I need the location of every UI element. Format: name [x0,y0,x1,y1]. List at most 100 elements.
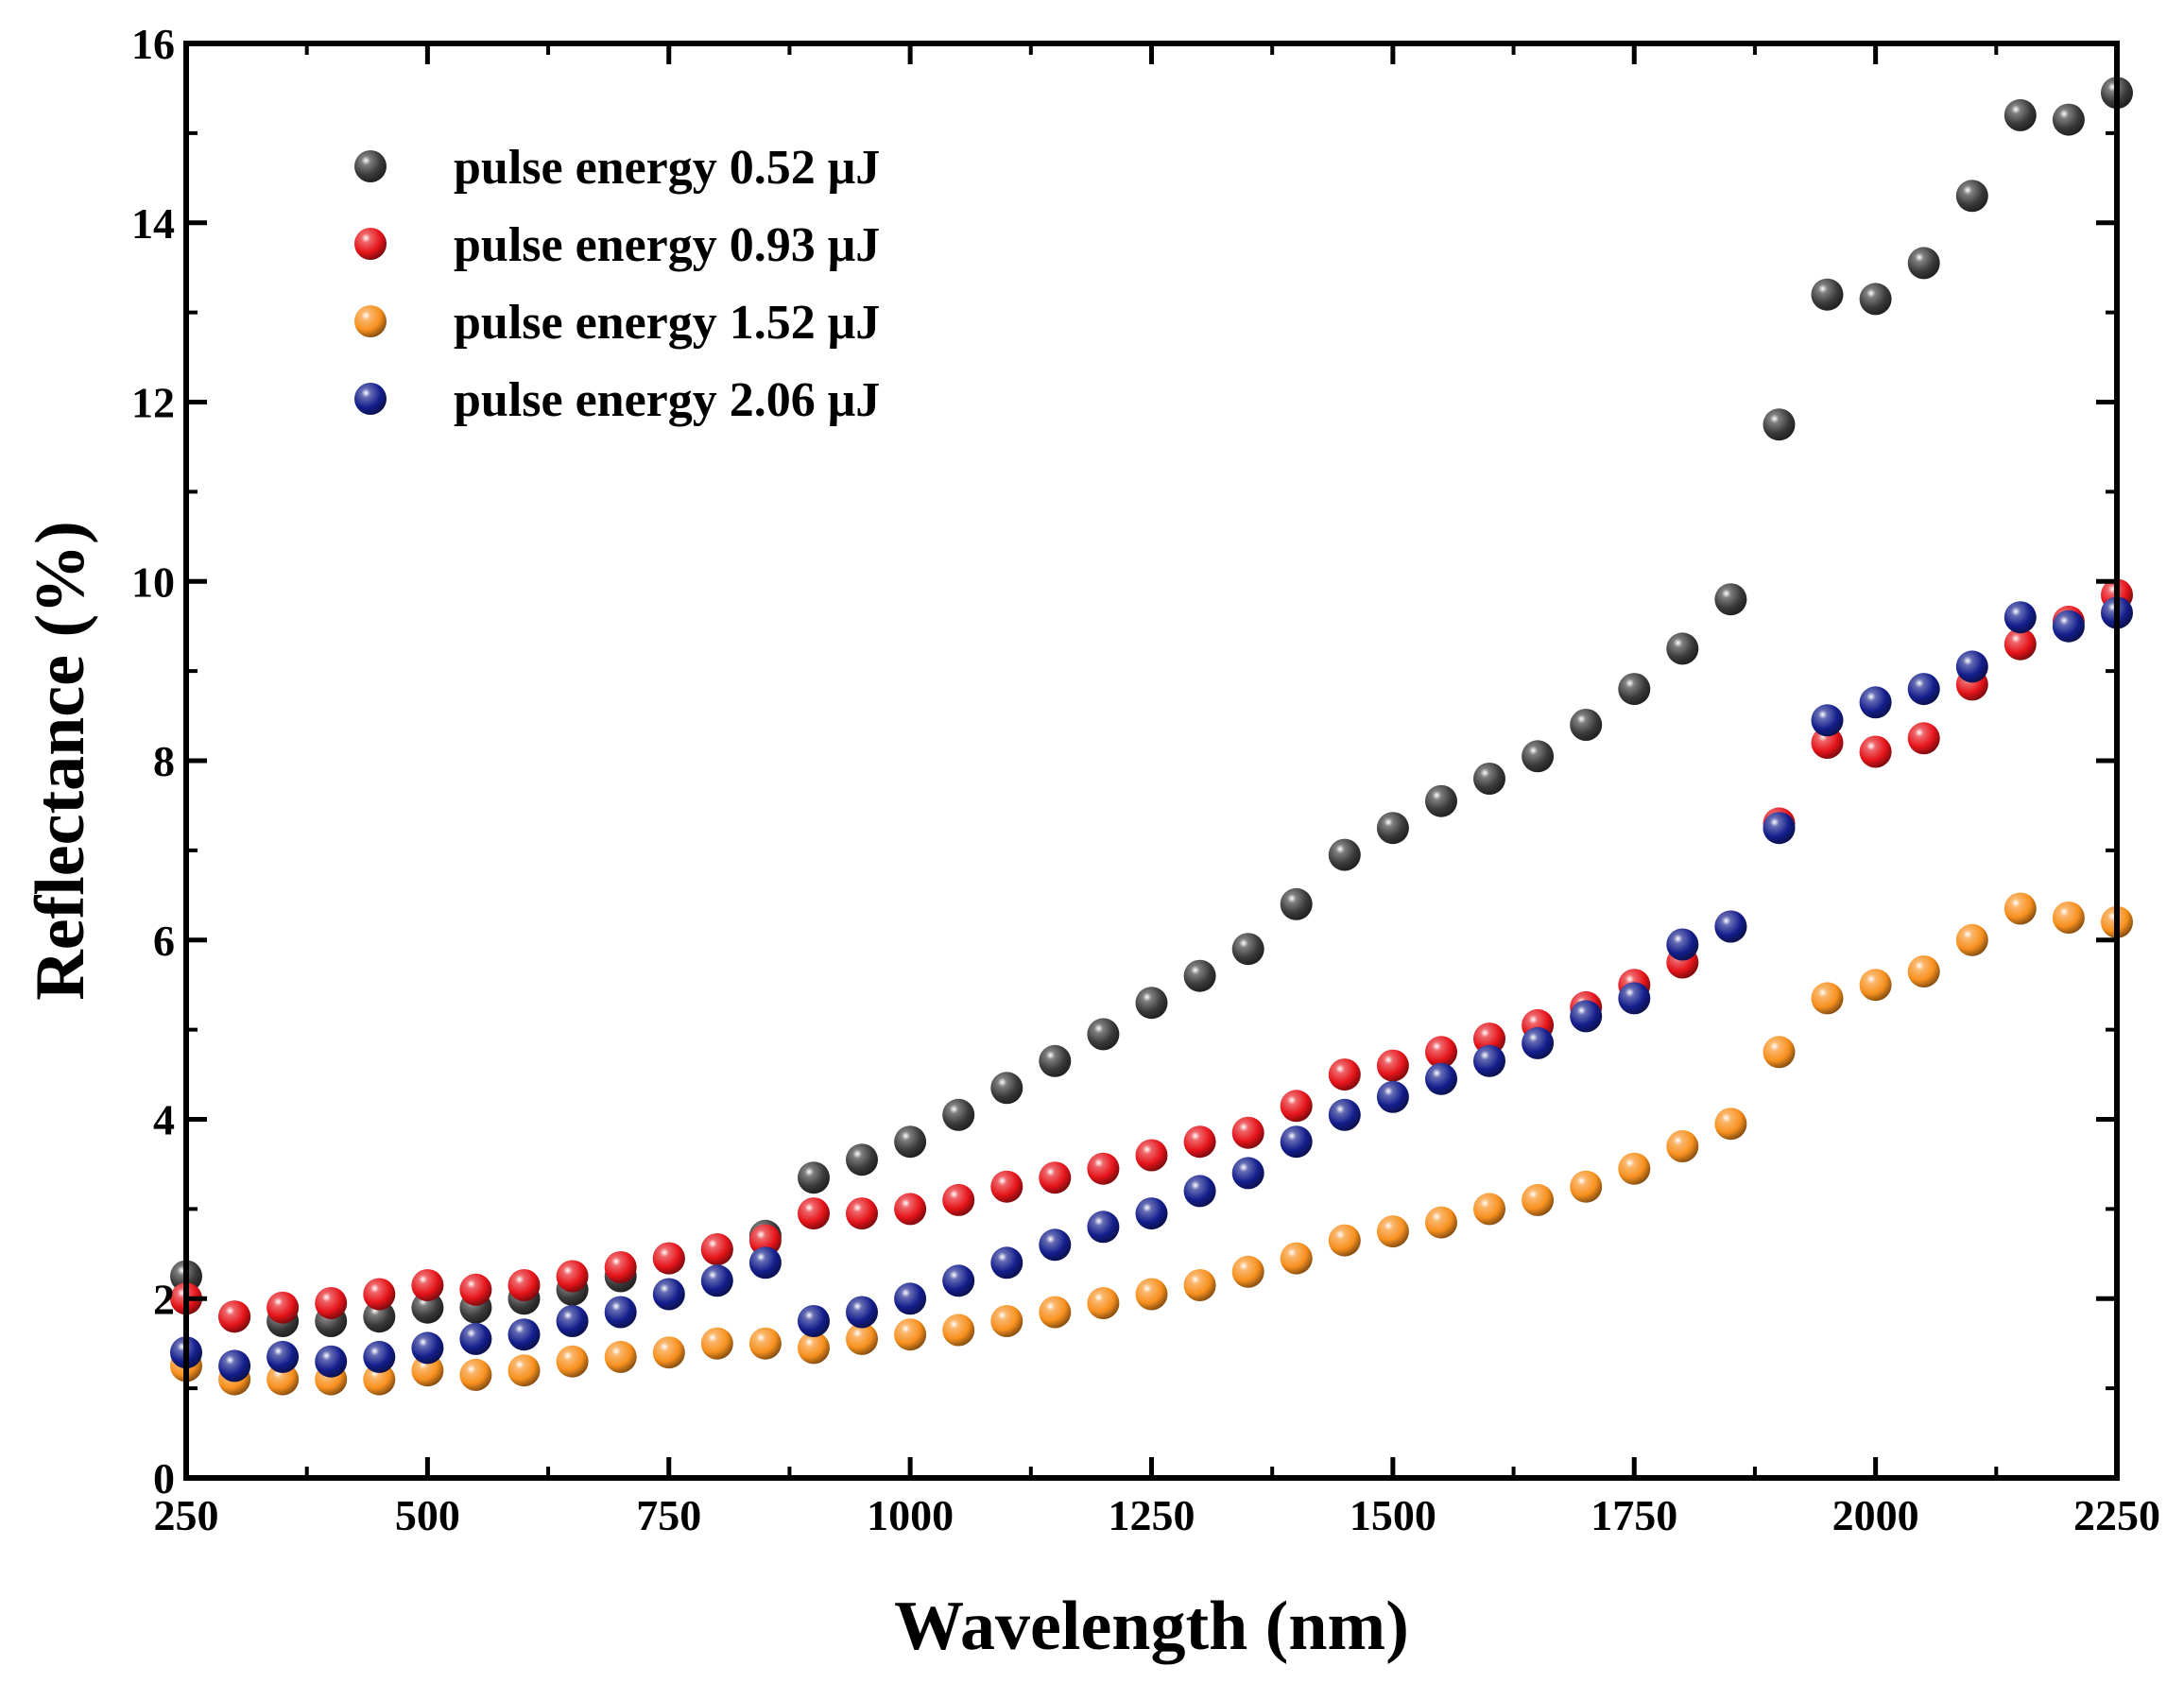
data-point [942,1314,975,1347]
data-point [990,1305,1023,1337]
data-point [411,1354,444,1387]
data-point [507,1269,541,1301]
legend-marker [354,383,387,415]
data-point [1425,784,1457,817]
y-tick-label: 14 [131,199,175,248]
y-tick-label: 0 [153,1454,175,1503]
data-point [218,1349,251,1382]
data-point [1473,1044,1505,1077]
data-point [1183,1175,1216,1208]
data-point [556,1345,589,1378]
data-point [1907,247,1940,280]
data-point [1811,727,1844,759]
data-point [1473,1022,1505,1056]
legend-item: pulse energy 1.52 μJ [354,296,880,350]
data-point [1328,1224,1361,1257]
data-point [942,1183,975,1216]
data-point [798,1161,830,1194]
legend-item: pulse energy 2.06 μJ [354,373,880,427]
data-point [2003,627,2037,661]
series-4 [170,596,2133,1382]
y-tick-label: 6 [153,917,175,965]
x-tick-label: 1000 [867,1491,954,1539]
data-point [1522,740,1555,773]
data-point [1811,982,1844,1015]
data-point [363,1278,396,1311]
data-point [700,1327,733,1360]
data-point [942,1098,975,1131]
data-point [990,1170,1023,1203]
data-point [990,1072,1023,1105]
legend-item: pulse energy 0.52 μJ [354,141,880,195]
y-tick-label: 16 [131,20,175,68]
data-point [556,1260,589,1293]
data-point [2003,98,2037,131]
data-point [1328,838,1361,871]
data-point [1714,583,1747,616]
data-point [1183,959,1216,992]
data-point [411,1291,444,1324]
data-point [894,1318,927,1351]
data-point [1135,1278,1168,1311]
x-tick-label: 2000 [1832,1491,1919,1539]
data-point [990,1246,1023,1279]
data-point [2052,902,2085,934]
axis-tick-labels: 250 500 750 1000 1250 1500 1750 2000 2250 0 2 4 6 8 10… [131,20,2160,1539]
data-point [1859,735,1892,768]
y-axis-title: Reflectance (%) [22,521,99,1000]
data-point [218,1300,251,1333]
data-point [1714,910,1747,943]
data-point [1425,1062,1457,1095]
legend-item: pulse energy 0.93 μJ [354,218,880,272]
data-point [846,1143,878,1176]
data-point [1618,1152,1651,1185]
data-point [846,1296,878,1329]
data-point [1522,1183,1555,1216]
legend-label: pulse energy 1.52 μJ [454,296,880,350]
data-point [1376,812,1409,845]
data-point [363,1363,396,1396]
data-point [652,1278,685,1311]
data-point [1280,1090,1313,1123]
legend: pulse energy 0.52 μJ pulse energy 0.93 μJ… [354,141,880,427]
data-point [1666,632,1699,665]
data-point [507,1354,541,1387]
data-point [748,1224,782,1257]
x-tick-label: 1500 [1350,1491,1436,1539]
data-point [604,1296,637,1329]
data-point [315,1345,348,1378]
data-point [1907,673,1940,706]
data-point [1859,969,1892,1002]
data-point [411,1269,444,1301]
y-tick-label: 2 [153,1275,175,1323]
data-point [1280,887,1313,920]
x-tick-label: 1750 [1591,1491,1677,1539]
legend-marker [354,228,387,260]
data-point [459,1273,492,1306]
data-point [1087,1018,1120,1051]
data-point [507,1318,541,1351]
data-point [1763,1036,1796,1069]
data-point [1280,1242,1313,1275]
data-point [1376,1215,1409,1248]
legend-label: pulse energy 2.06 μJ [454,373,880,427]
data-point [1955,923,1988,956]
data-point [363,1340,396,1373]
data-point [748,1327,782,1360]
data-point [700,1233,733,1266]
legend-marker [354,305,387,337]
data-point [1425,1206,1457,1239]
legend-label: pulse energy 0.93 μJ [454,218,880,272]
data-point [1618,673,1651,706]
y-tick-label: 8 [153,737,175,785]
data-point [1087,1287,1120,1319]
data-point [1183,1125,1216,1159]
data-point [1039,1228,1072,1262]
data-point [1955,180,1988,213]
data-point [2052,103,2085,136]
data-point [1570,709,1603,741]
axis-ticks [183,41,2120,1481]
y-tick-label: 4 [153,1096,175,1144]
data-point [604,1251,637,1283]
data-point [267,1340,300,1373]
